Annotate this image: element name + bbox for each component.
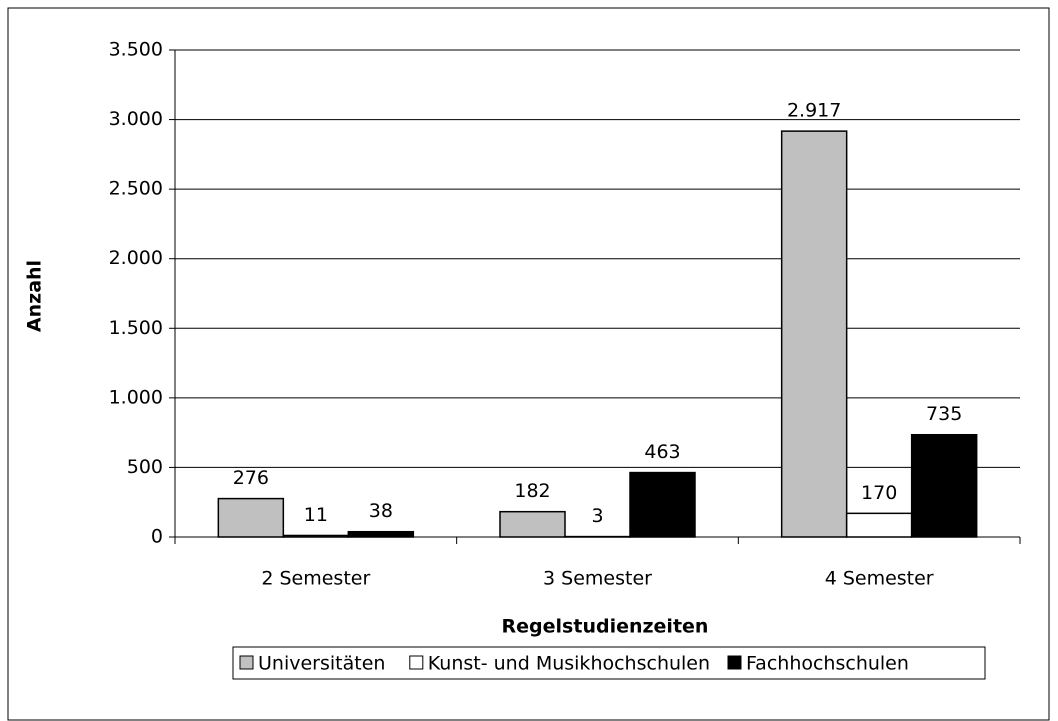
bar	[780, 130, 848, 538]
bar	[910, 433, 978, 538]
data-label: 170	[861, 482, 897, 504]
x-tick-label: 4 Semester	[825, 568, 934, 590]
data-label: 463	[644, 441, 680, 463]
y-tick-label: 1.500	[109, 317, 163, 339]
data-label: 276	[233, 467, 269, 489]
y-tick-label: 2.000	[109, 247, 163, 269]
legend-swatch	[409, 655, 424, 670]
x-tick-label: 3 Semester	[543, 568, 652, 590]
data-label: 3	[591, 505, 603, 527]
data-label: 38	[369, 500, 393, 522]
x-tick-label: 2 Semester	[261, 568, 370, 590]
data-label: 735	[926, 403, 962, 425]
bar	[629, 471, 696, 538]
y-tick-label: 3.000	[109, 108, 163, 130]
y-tick-label: 2.500	[109, 178, 163, 200]
y-tick-label: 500	[127, 456, 163, 478]
y-axis-label: Anzahl	[24, 260, 46, 332]
bar	[499, 510, 566, 538]
legend-swatch	[727, 655, 742, 670]
chart-border	[7, 7, 1050, 721]
legend-label: Fachhochschulen	[746, 653, 909, 675]
bar	[347, 530, 415, 538]
legend-box	[232, 646, 986, 680]
x-axis-label: Regelstudienzeiten	[502, 616, 709, 638]
y-tick-label: 3.500	[109, 39, 163, 61]
legend-label: Universitäten	[258, 653, 385, 675]
data-label: 182	[514, 480, 550, 502]
y-tick-label: 0	[151, 526, 163, 548]
legend-label: Kunst- und Musikhochschulen	[428, 653, 710, 675]
y-tick-label: 1.000	[109, 386, 163, 408]
legend-swatch	[239, 655, 254, 670]
bar	[845, 512, 913, 538]
bar	[217, 497, 285, 538]
data-label: 11	[304, 504, 328, 526]
data-label: 2.917	[787, 100, 841, 122]
